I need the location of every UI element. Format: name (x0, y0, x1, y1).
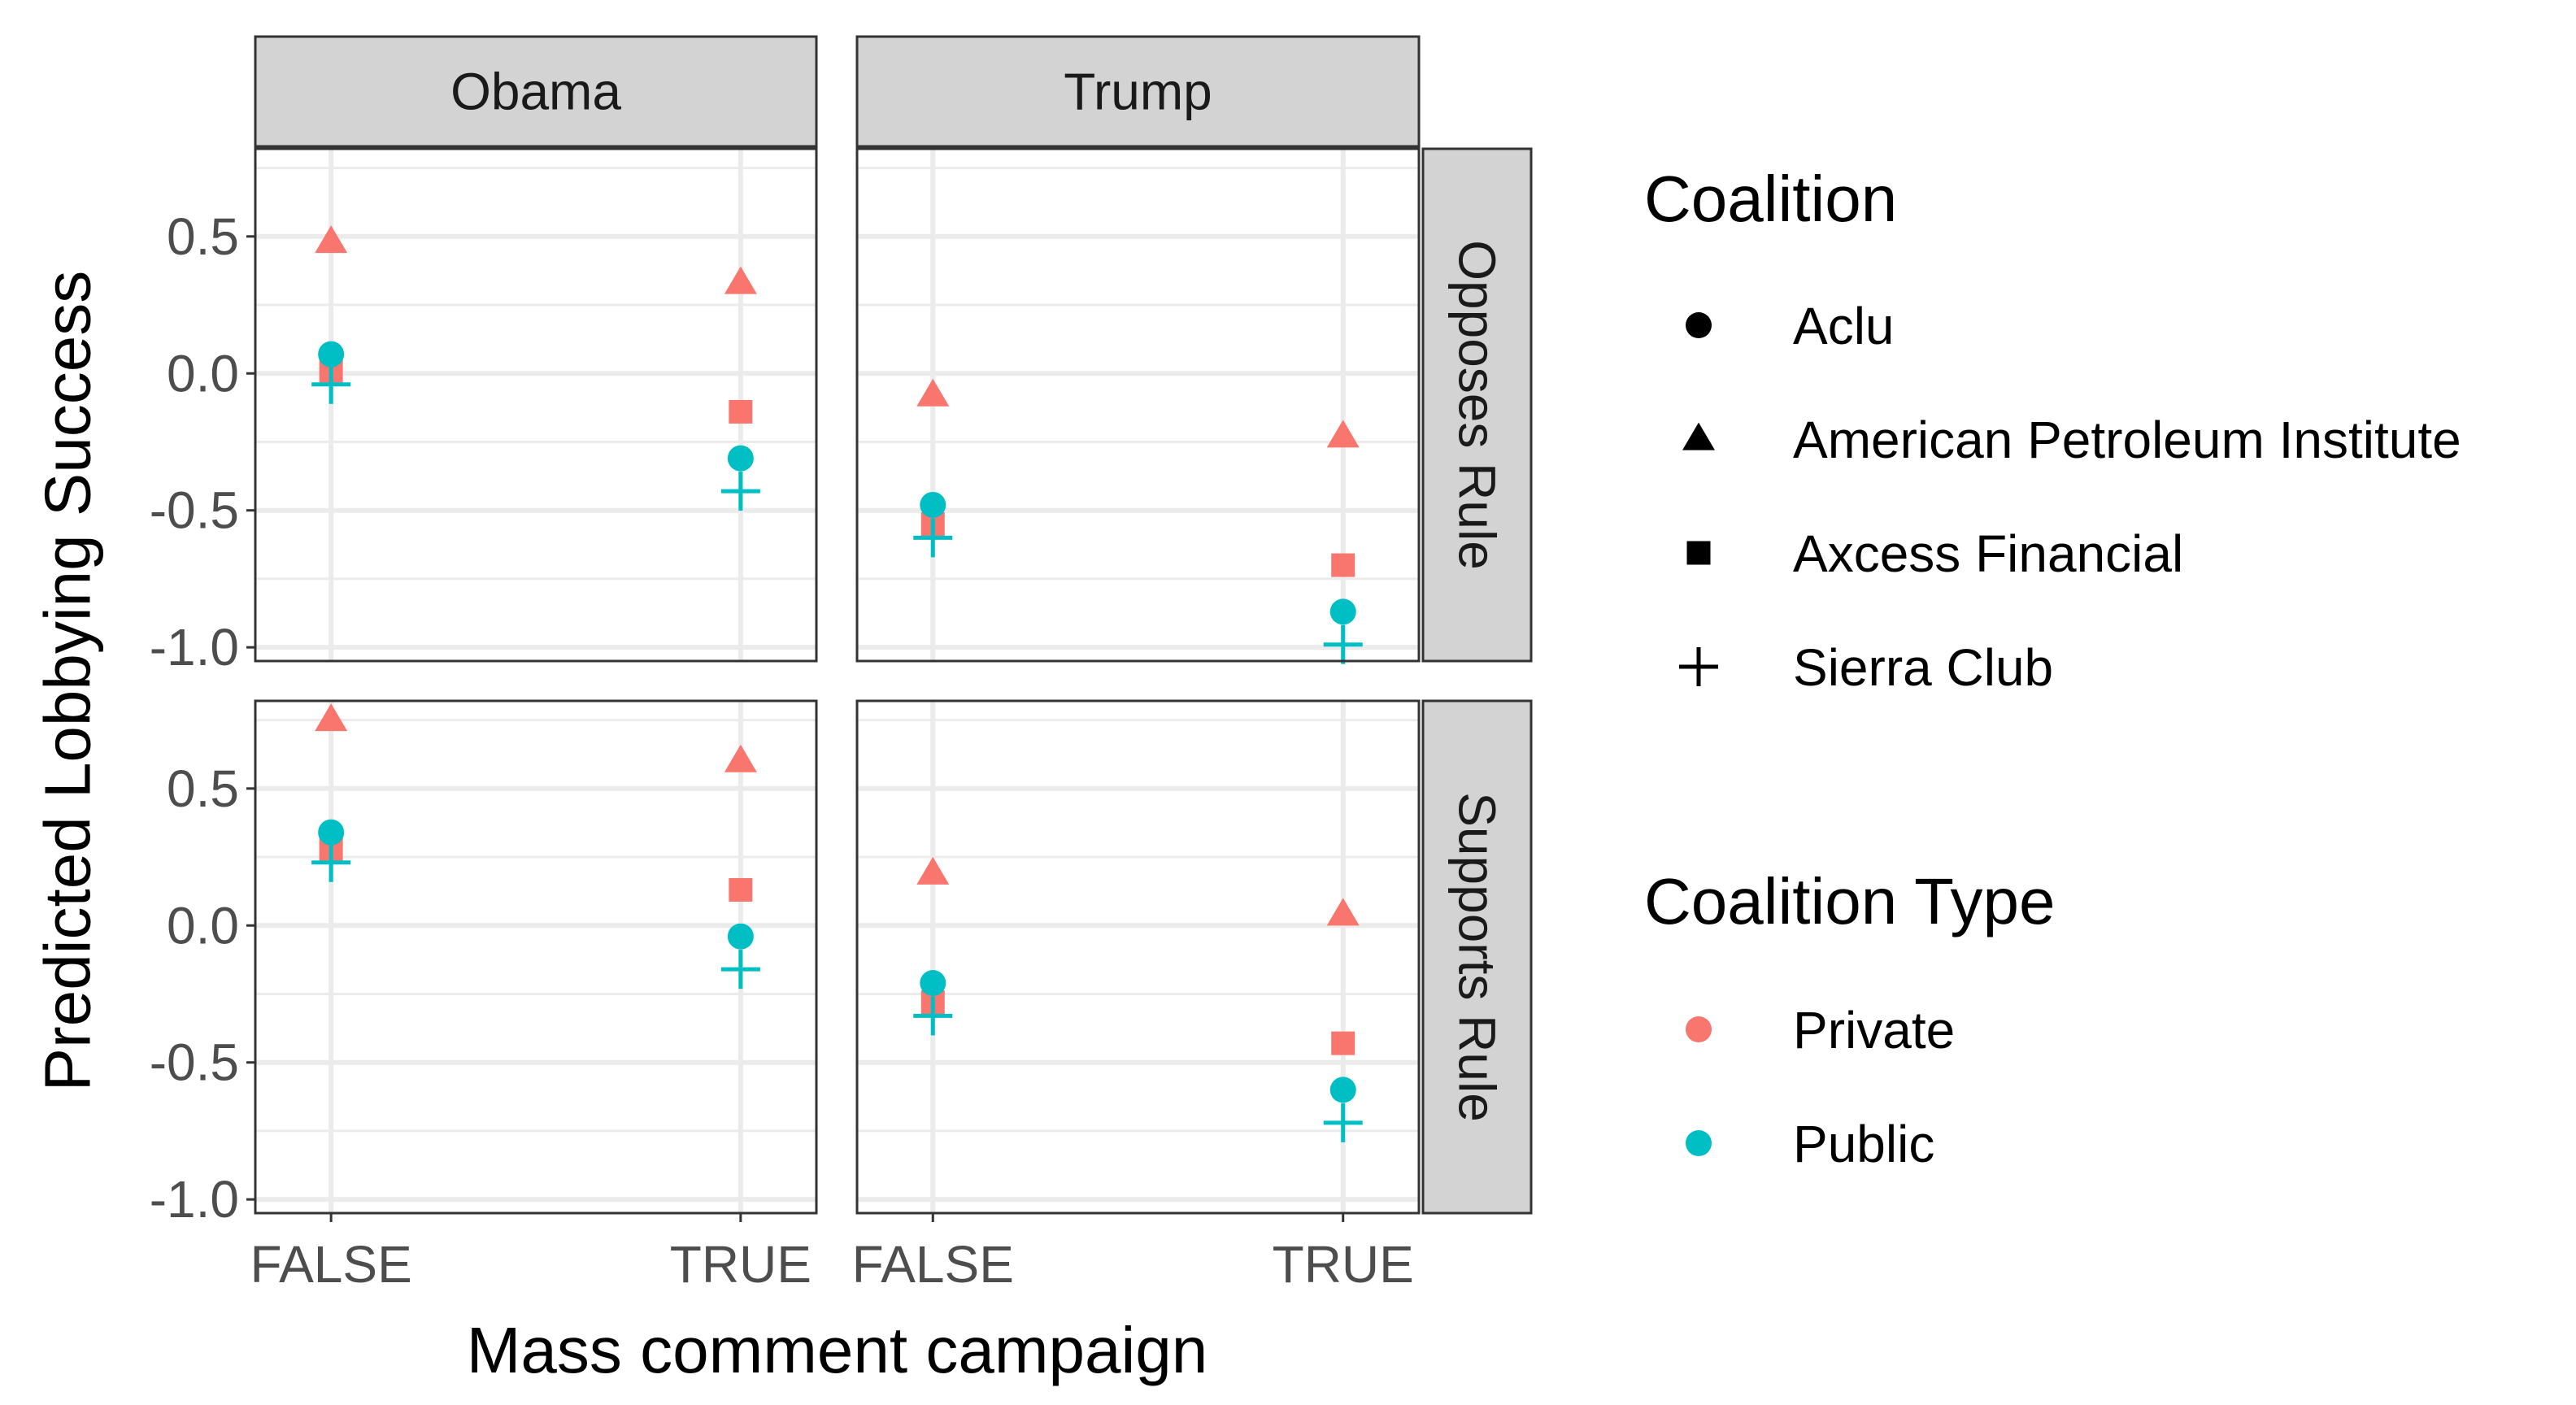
legend-label: Sierra Club (1793, 638, 2053, 697)
point-american-petroleum-institute-false (315, 225, 348, 254)
panel-obama-opposes-rule (254, 147, 818, 663)
point-sierra-club-true (1323, 1103, 1363, 1142)
y-axis-supports-rule: 0.5 0.0 -0.5 -1.0 (150, 759, 255, 1229)
point-sierra-club-false (311, 364, 351, 404)
legend-item-aclu: Aclu (1686, 297, 1895, 355)
point-american-petroleum-institute-true (1326, 420, 1360, 448)
legend-title: Coalition Type (1644, 865, 2056, 937)
point-american-petroleum-institute-true (724, 744, 757, 772)
point-american-petroleum-institute-false (916, 378, 950, 407)
strip-trump: Trump (855, 35, 1421, 148)
x-tick-label: FALSE (250, 1235, 412, 1294)
strip-label: Trump (1064, 63, 1212, 121)
panel-border (254, 699, 818, 1215)
panel-background (857, 701, 1419, 1213)
x-axis-title: Mass comment campaign (467, 1314, 1208, 1386)
legend-label: Public (1793, 1115, 1934, 1173)
legend-coalition: Coalition Aclu American Petroleum Institut… (1644, 163, 2461, 697)
legend-key-triangle-icon (1682, 422, 1715, 450)
y-axis-opposes-rule: 0.5 0.0 -0.5 -1.0 (150, 207, 255, 676)
panel-obama-supports-rule (254, 699, 818, 1215)
x-tick-label: TRUE (1273, 1235, 1414, 1294)
legend-key-circle-icon (1686, 1016, 1712, 1042)
point-axcess-financial-true (1331, 553, 1355, 577)
point-sierra-club-true (1323, 624, 1363, 664)
strip-supports-rule: Supports Rule (1421, 699, 1533, 1215)
strip-background (254, 35, 818, 148)
point-axcess-financial-true (729, 877, 753, 902)
y-tick-label: -1.0 (150, 618, 239, 676)
point-aclu-false (318, 819, 345, 846)
strip-background (855, 35, 1421, 148)
point-aclu-false (920, 970, 946, 997)
y-tick-label: 0.5 (167, 759, 239, 818)
point-sierra-club-false (913, 996, 953, 1036)
y-tick-label: 0.5 (167, 207, 239, 266)
legend-title: Coalition (1644, 163, 1897, 235)
x-axis-obama: FALSE TRUE (250, 1213, 812, 1294)
y-tick-label: 0.0 (167, 344, 239, 402)
point-american-petroleum-institute-true (724, 266, 757, 294)
point-sierra-club-true (720, 472, 760, 511)
legend-key-circle-icon (1686, 1130, 1712, 1156)
point-aclu-true (1329, 1077, 1356, 1103)
facet-panels: Obama Trump Opposes Rule Supports Rule (254, 35, 1533, 1215)
legend-label: Private (1793, 1001, 1955, 1059)
point-aclu-true (727, 445, 754, 472)
y-tick-label: -0.5 (150, 481, 239, 540)
point-aclu-false (318, 341, 345, 368)
point-american-petroleum-institute-true (1326, 898, 1360, 926)
legend-label: Axcess Financial (1793, 524, 2183, 583)
x-tick-label: TRUE (670, 1235, 812, 1294)
point-sierra-club-false (311, 842, 351, 882)
legend-key-plus-icon (1679, 647, 1718, 686)
strip-label: Supports Rule (1448, 792, 1507, 1122)
legend-item-private: Private (1686, 1001, 1955, 1059)
strip-background (1421, 147, 1533, 663)
y-tick-label: -1.0 (150, 1170, 239, 1229)
point-sierra-club-true (720, 950, 760, 990)
strip-background (1421, 699, 1533, 1215)
panel-border (855, 699, 1421, 1215)
point-american-petroleum-institute-false (315, 703, 348, 732)
panel-border (254, 147, 818, 663)
legend: Coalition Aclu American Petroleum Institut… (1644, 163, 2461, 1173)
point-aclu-false (920, 491, 946, 518)
strip-opposes-rule: Opposes Rule (1421, 147, 1533, 663)
y-tick-label: 0.0 (167, 896, 239, 955)
legend-label: Aclu (1793, 297, 1895, 355)
y-tick-label: -0.5 (150, 1033, 239, 1092)
x-tick-label: FALSE (852, 1235, 1014, 1294)
x-axis-trump: FALSE TRUE (852, 1213, 1414, 1294)
legend-item-sierra-club: Sierra Club (1679, 638, 2053, 697)
panel-border (855, 147, 1421, 663)
legend-item-american-petroleum-institute: American Petroleum Institute (1682, 411, 2461, 469)
panel-trump-supports-rule (855, 699, 1421, 1215)
point-sierra-club-false (913, 518, 953, 558)
legend-item-public: Public (1686, 1115, 1934, 1173)
legend-key-circle-icon (1686, 312, 1712, 338)
strip-label: Obama (450, 63, 621, 121)
legend-item-axcess-financial: Axcess Financial (1686, 524, 2183, 583)
y-axis-title: Predicted Lobbying Success (32, 271, 104, 1092)
panel-trump-opposes-rule (855, 147, 1421, 664)
point-american-petroleum-institute-false (916, 856, 950, 885)
panel-background (255, 701, 816, 1213)
point-aclu-true (727, 923, 754, 950)
point-axcess-financial-true (729, 399, 753, 424)
legend-coalition-type: Coalition Type Private Public (1644, 865, 2056, 1173)
point-axcess-financial-true (1331, 1031, 1355, 1055)
strip-obama: Obama (254, 35, 818, 148)
legend-key-square-icon (1686, 541, 1711, 565)
point-aclu-true (1329, 598, 1356, 625)
strip-label: Opposes Rule (1448, 240, 1507, 570)
legend-label: American Petroleum Institute (1793, 411, 2461, 469)
